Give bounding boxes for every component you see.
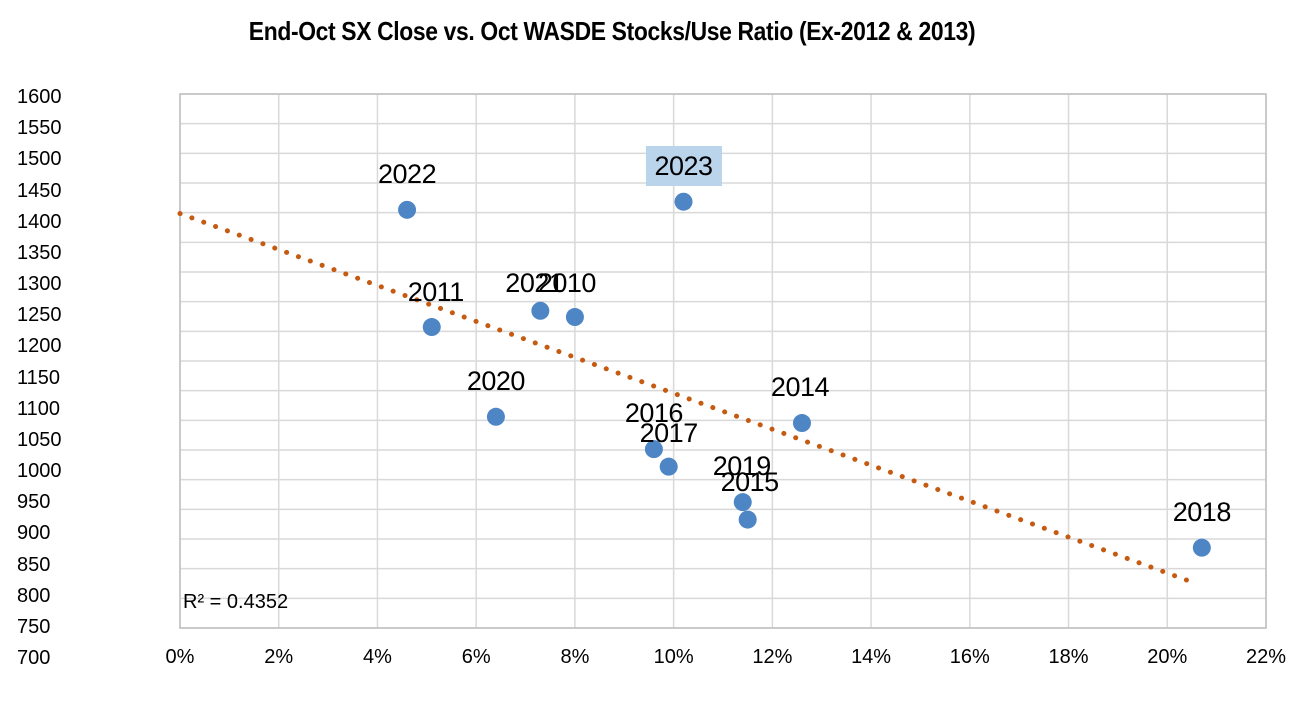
y-tick-label: 950 — [17, 491, 51, 514]
y-tick-label: 1250 — [17, 304, 62, 327]
y-tick-label: 1050 — [17, 428, 62, 451]
y-tick-label: 1450 — [17, 179, 62, 202]
y-tick-label: 1000 — [17, 460, 62, 482]
x-tick-label: 10% — [653, 646, 694, 668]
x-tick-label: 6% — [461, 646, 491, 668]
y-tick-label: 1350 — [17, 241, 62, 264]
y-tick-label: 1550 — [17, 117, 62, 140]
point-label-2010: 2010 — [537, 268, 597, 299]
x-tick-label: 22% — [1245, 646, 1287, 668]
x-tick-label: 20% — [1147, 646, 1188, 668]
y-tick-label: 1400 — [17, 210, 62, 233]
x-tick-label: 2% — [264, 646, 294, 668]
point-label-2016: 2016 — [624, 398, 684, 429]
y-tick-label: 1500 — [17, 148, 62, 171]
point-label-2021: 2021 — [505, 267, 564, 298]
y-tick-label: 750 — [17, 615, 51, 638]
y-tick-label: 800 — [17, 584, 51, 607]
y-tick-label: 900 — [17, 522, 51, 545]
data-point-2015 — [738, 510, 757, 529]
chart-title: End-Oct SX Close vs. Oct WASDE Stocks/Us… — [248, 16, 976, 46]
point-label-2022: 2022 — [378, 158, 437, 189]
x-tick-label: 12% — [752, 646, 793, 668]
data-point-2021 — [531, 301, 550, 320]
x-tick-label: 4% — [363, 646, 392, 668]
x-tick-label: 0% — [165, 646, 195, 668]
data-point-2023 — [674, 192, 693, 211]
y-tick-label: 1600 — [17, 86, 62, 108]
x-tick-label: 18% — [1048, 646, 1089, 668]
data-point-2014 — [792, 414, 811, 433]
x-tick-label: 14% — [851, 646, 892, 668]
data-point-2010 — [565, 308, 584, 327]
point-label-2023: 2023 — [645, 145, 722, 186]
point-label-2011: 2011 — [407, 277, 465, 307]
r-squared-label: R² = 0.4352 — [183, 591, 289, 613]
data-point-2018 — [1192, 538, 1211, 557]
data-point-2017 — [659, 457, 678, 476]
point-label-2018: 2018 — [1172, 496, 1232, 527]
point-label-2017: 2017 — [639, 417, 699, 448]
point-label-2014: 2014 — [770, 372, 830, 402]
y-tick-label: 1150 — [17, 366, 61, 389]
y-tick-label: 1100 — [17, 397, 61, 420]
point-label-2020: 2020 — [466, 365, 526, 396]
x-tick-label: 8% — [560, 646, 590, 668]
x-tick-label: 16% — [949, 646, 990, 668]
data-point-2011 — [422, 318, 441, 337]
trendline — [177, 211, 1200, 587]
data-point-2020 — [486, 407, 505, 426]
data-point-2016 — [644, 440, 663, 459]
plot-border — [179, 93, 1267, 629]
point-label-2019: 2019 — [712, 451, 772, 482]
data-point-2019 — [733, 493, 752, 512]
y-tick-label: 700 — [17, 647, 51, 669]
y-tick-label: 850 — [17, 553, 51, 576]
y-tick-label: 1300 — [17, 273, 62, 295]
point-label-2015: 2015 — [720, 466, 780, 497]
data-point-2022 — [398, 200, 417, 219]
y-tick-label: 1200 — [17, 335, 62, 358]
